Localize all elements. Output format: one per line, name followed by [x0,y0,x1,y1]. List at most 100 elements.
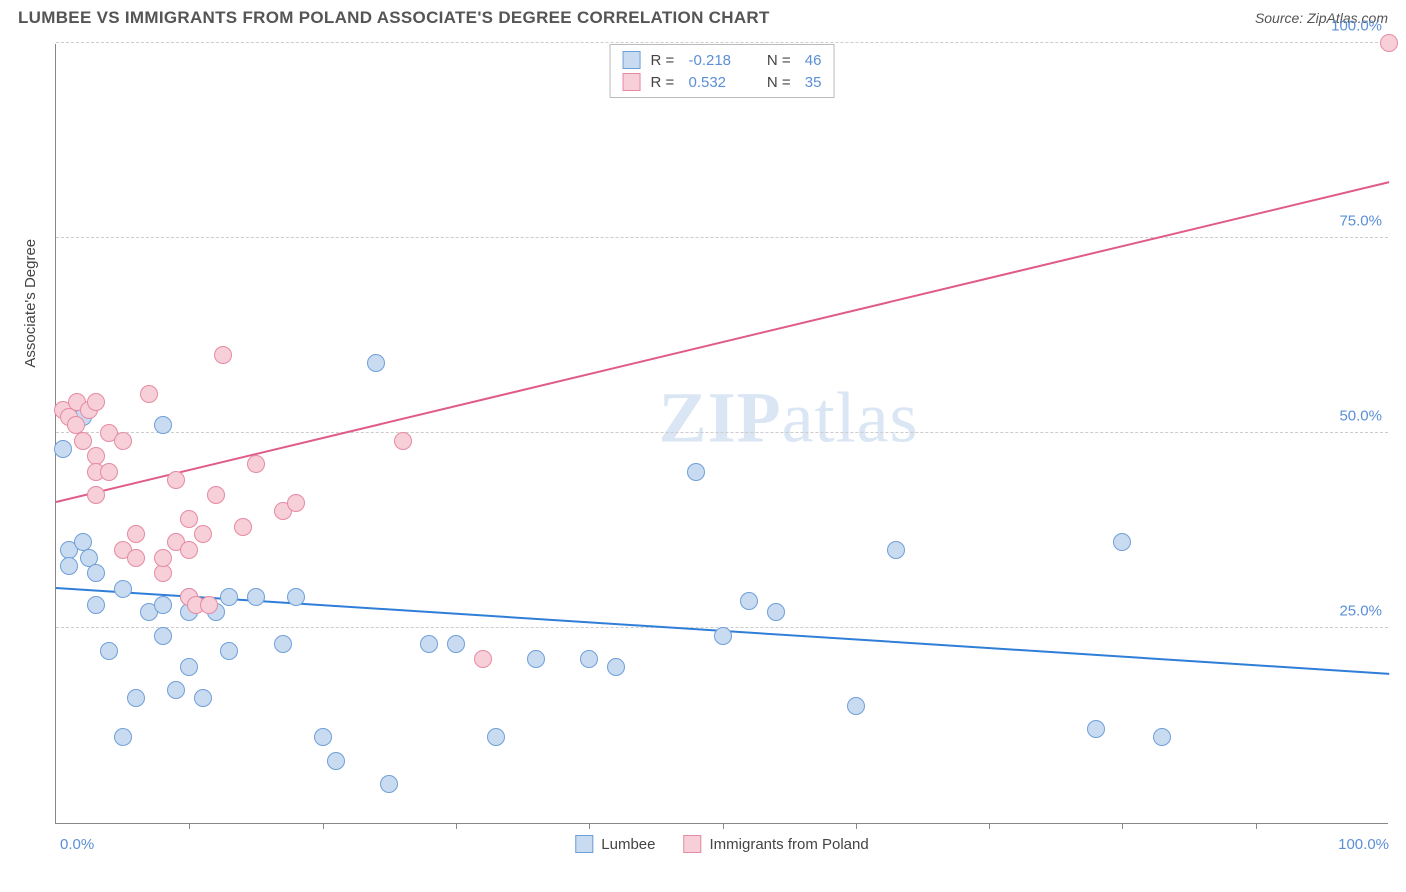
data-point [87,596,105,614]
correlation-legend: R = -0.218 N = 46R = 0.532 N = 35 [610,44,835,98]
y-axis-label: Associate's Degree [22,239,39,368]
data-point [527,650,545,668]
data-point [220,588,238,606]
data-point [580,650,598,668]
data-point [154,596,172,614]
data-point [74,432,92,450]
series-legend: Lumbee Immigrants from Poland [575,835,868,853]
data-point [207,486,225,504]
x-tick [1122,823,1123,829]
data-point [154,564,172,582]
x-tick [723,823,724,829]
y-tick-label: 100.0% [1331,18,1382,35]
x-tick [989,823,990,829]
data-point [1153,728,1171,746]
legend-r-value: -0.218 [688,52,748,69]
legend-r-label: R = [651,52,679,69]
data-point [1113,533,1131,551]
chart-title: LUMBEE VS IMMIGRANTS FROM POLAND ASSOCIA… [18,8,770,28]
data-point [154,627,172,645]
data-point [87,564,105,582]
legend-swatch [623,51,641,69]
data-point [114,432,132,450]
data-point [887,541,905,559]
data-point [200,596,218,614]
data-point [154,549,172,567]
plot-area: ZIPatlas 25.0%50.0%75.0%100.0%0.0%100.0%… [55,44,1388,824]
data-point [847,697,865,715]
data-point [274,635,292,653]
x-tick [589,823,590,829]
data-point [180,658,198,676]
chart-header: LUMBEE VS IMMIGRANTS FROM POLAND ASSOCIA… [0,0,1406,32]
legend-r-label: R = [651,74,679,91]
legend-swatch [575,835,593,853]
x-tick [856,823,857,829]
data-point [100,642,118,660]
data-point [607,658,625,676]
data-point [214,346,232,364]
gridline [56,432,1388,433]
y-tick-label: 75.0% [1339,213,1382,230]
legend-n-value: 46 [805,52,822,69]
data-point [287,588,305,606]
data-point [380,775,398,793]
watermark: ZIPatlas [659,376,919,459]
data-point [114,580,132,598]
legend-n-value: 35 [805,74,822,91]
data-point [87,486,105,504]
x-tick-label-left: 0.0% [60,836,94,853]
data-point [167,471,185,489]
data-point [420,635,438,653]
legend-swatch [683,835,701,853]
correlation-legend-row: R = 0.532 N = 35 [623,71,822,93]
data-point [740,592,758,610]
legend-r-value: 0.532 [688,74,748,91]
x-tick [189,823,190,829]
x-tick [323,823,324,829]
x-tick [1256,823,1257,829]
data-point [767,603,785,621]
data-point [287,494,305,512]
data-point [247,455,265,473]
chart-container: Associate's Degree ZIPatlas 25.0%50.0%75… [0,32,1406,882]
series-legend-label: Immigrants from Poland [709,836,868,853]
gridline [56,237,1388,238]
data-point [487,728,505,746]
data-point [194,689,212,707]
series-legend-item: Immigrants from Poland [683,835,868,853]
x-tick-label-right: 100.0% [1338,836,1389,853]
data-point [220,642,238,660]
data-point [114,728,132,746]
y-tick-label: 25.0% [1339,603,1382,620]
data-point [154,416,172,434]
data-point [54,440,72,458]
data-point [167,681,185,699]
series-legend-item: Lumbee [575,835,655,853]
data-point [180,510,198,528]
data-point [314,728,332,746]
legend-n-label: N = [758,74,794,91]
data-point [100,463,118,481]
data-point [127,549,145,567]
data-point [327,752,345,770]
data-point [127,525,145,543]
data-point [687,463,705,481]
legend-n-label: N = [758,52,794,69]
data-point [140,385,158,403]
data-point [1087,720,1105,738]
legend-swatch [623,73,641,91]
data-point [394,432,412,450]
data-point [127,689,145,707]
data-point [180,541,198,559]
data-point [447,635,465,653]
data-point [714,627,732,645]
data-point [247,588,265,606]
gridline [56,42,1388,43]
data-point [60,557,78,575]
series-legend-label: Lumbee [601,836,655,853]
data-point [1380,34,1398,52]
data-point [87,393,105,411]
data-point [234,518,252,536]
correlation-legend-row: R = -0.218 N = 46 [623,49,822,71]
